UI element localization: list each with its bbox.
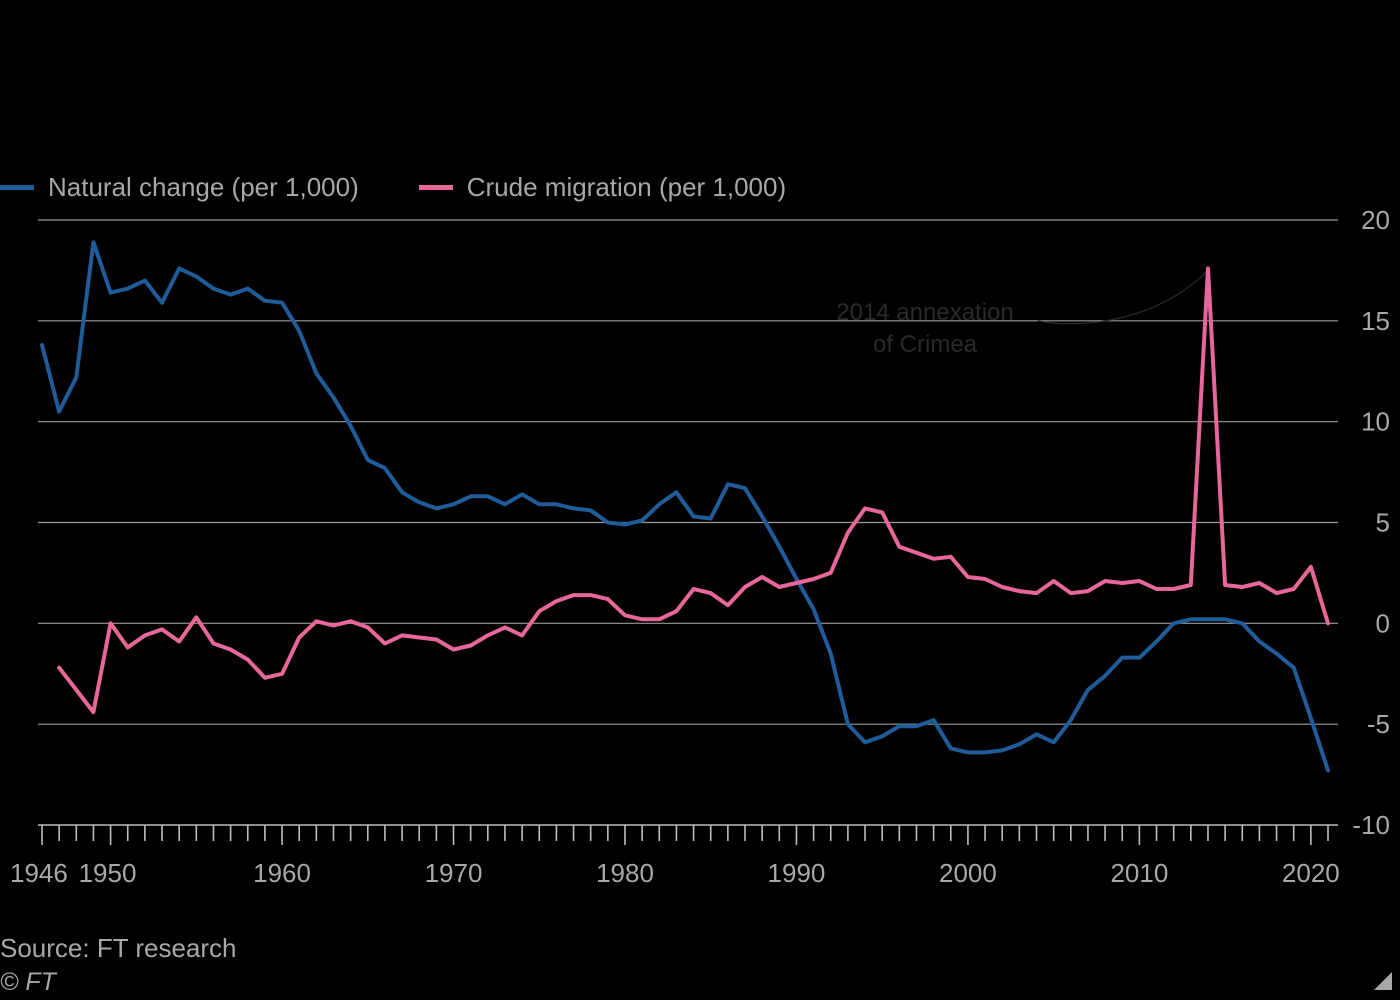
- x-tick-label: 1980: [596, 858, 654, 888]
- legend-item-natural-change: Natural change (per 1,000): [0, 172, 359, 203]
- y-tick-label: 10: [1361, 407, 1390, 437]
- series-line-natural-change: [40, 240, 1330, 773]
- y-axis: 20 15 10 5 0 -5 -10: [1352, 205, 1390, 840]
- y-tick-label: -5: [1367, 709, 1390, 739]
- y-tick-label: 5: [1376, 508, 1390, 538]
- legend: Natural change (per 1,000) Crude migrati…: [0, 172, 846, 203]
- annotation: 2014 annexation of Crimea: [836, 269, 1209, 358]
- x-tick-label: 1970: [425, 858, 483, 888]
- annotation-leader-line: [1037, 269, 1209, 325]
- legend-label-natural-change: Natural change (per 1,000): [48, 172, 359, 202]
- x-tick-label: 1946: [10, 858, 68, 888]
- source-note: Source: FT research: [0, 933, 237, 963]
- series-lines: [40, 240, 1330, 773]
- copyright-note: © FT: [0, 968, 56, 996]
- y-tick-label: 15: [1361, 306, 1390, 336]
- x-tick-label: 2010: [1110, 858, 1168, 888]
- legend-swatch-natural-change: [0, 185, 34, 190]
- y-tick-label: 20: [1361, 205, 1390, 235]
- annotation-text: 2014 annexation: [836, 299, 1014, 326]
- series-line-crude-migration: [57, 266, 1330, 715]
- gridlines: [38, 219, 1338, 826]
- x-tick-label: 1990: [768, 858, 826, 888]
- x-axis: 1946 1950 1960 1970 1980 1990 2000 2010 2020: [10, 825, 1340, 888]
- y-tick-label: 0: [1376, 608, 1390, 638]
- annotation-text: of Crimea: [873, 331, 978, 358]
- legend-label-crude-migration: Crude migration (per 1,000): [466, 172, 787, 202]
- x-tick-label: 2000: [939, 858, 997, 888]
- x-tick-label: 1960: [253, 858, 311, 888]
- y-tick-label: -10: [1352, 810, 1390, 840]
- legend-swatch-crude-migration: [418, 185, 453, 190]
- corner-triangle-icon: [1374, 972, 1392, 990]
- x-tick-label: 2020: [1282, 858, 1340, 888]
- legend-item-crude-migration: Crude migration (per 1,000): [418, 172, 787, 203]
- x-tick-label: 1950: [79, 858, 137, 888]
